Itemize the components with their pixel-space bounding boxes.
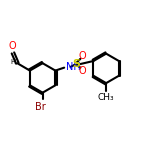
Text: Br: Br xyxy=(35,102,46,112)
Text: NH: NH xyxy=(66,62,81,72)
Text: O: O xyxy=(78,51,86,61)
Text: O: O xyxy=(8,41,16,51)
Text: CH₃: CH₃ xyxy=(98,93,114,102)
Text: S: S xyxy=(72,59,80,69)
Text: O: O xyxy=(78,66,86,76)
Text: H: H xyxy=(11,59,16,65)
